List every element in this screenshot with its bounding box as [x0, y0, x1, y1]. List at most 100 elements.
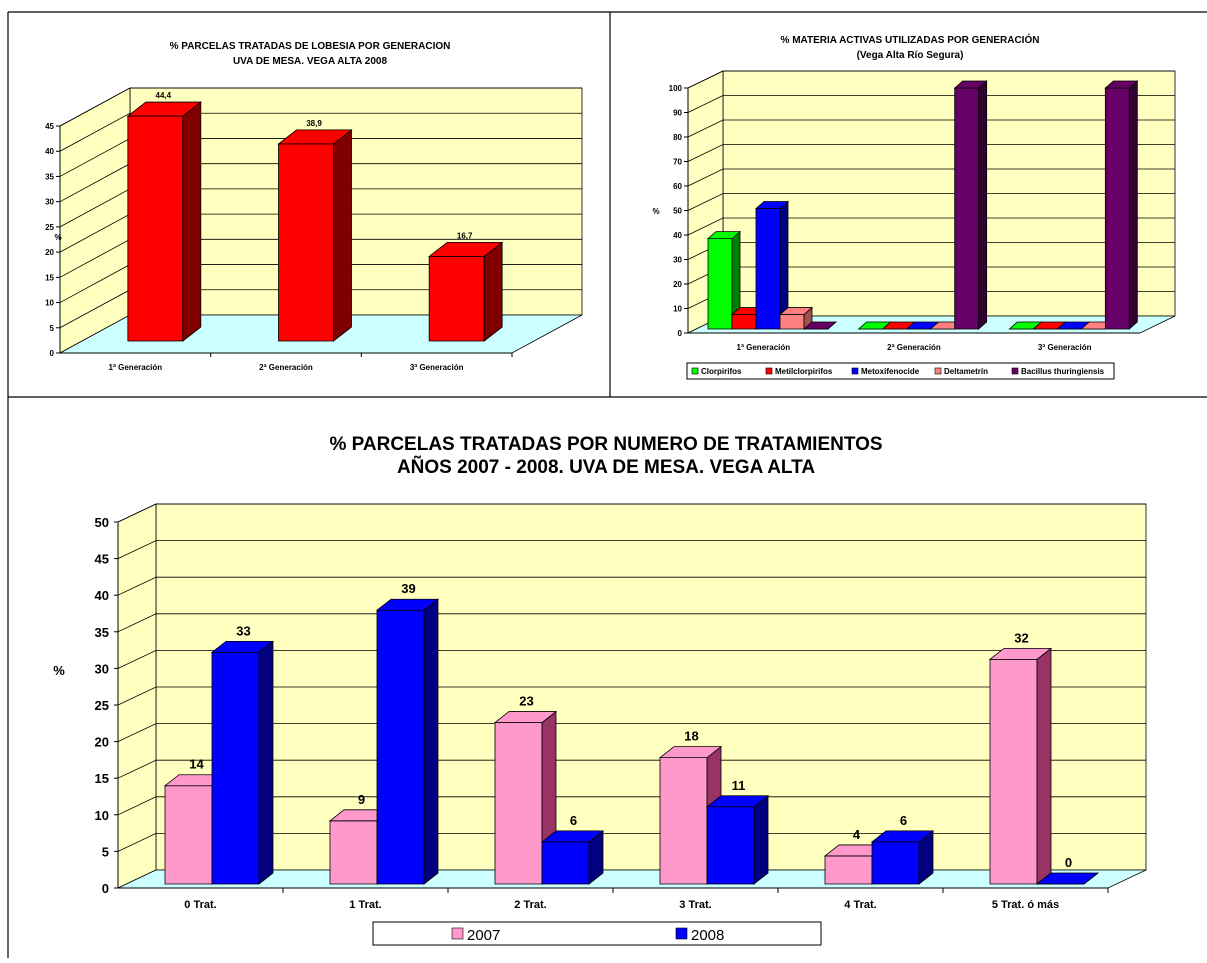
x-tick-label: 2 Trat.	[514, 899, 546, 911]
y-tick-label: 5	[50, 324, 55, 333]
y-tick-label: 15	[45, 273, 54, 282]
chart-subtitle: (Vega Alta Río Segura)	[857, 50, 964, 61]
bar-5-0-side	[1036, 647, 1052, 885]
y-tick-label: 50	[95, 515, 109, 530]
x-tick-label: 5 Trat. ó más	[992, 899, 1059, 911]
bar-2-1-front	[541, 841, 590, 885]
y-tick-label: 30	[95, 661, 109, 676]
bar-0-top	[126, 101, 202, 117]
data-label: 39	[401, 581, 415, 596]
bar-3-1	[705, 794, 770, 885]
data-label: 23	[519, 694, 533, 709]
y-tick-label: 45	[45, 122, 54, 131]
y-tick-label: 35	[45, 172, 54, 181]
x-tick-label: 4 Trat.	[844, 899, 876, 911]
y-tick-label: 20	[95, 735, 109, 750]
c2-gridline	[117, 723, 1146, 742]
legend-label: Metoxifenocide	[861, 367, 920, 376]
legend-swatch	[451, 927, 464, 940]
legend-swatch	[675, 927, 688, 940]
y-tick-label: 35	[95, 625, 109, 640]
legend-label: Deltametrín	[944, 367, 988, 376]
y-tick-label: 0	[102, 881, 109, 896]
bar-2-1-top	[540, 830, 605, 843]
y-tick-label: 40	[673, 231, 682, 240]
bar-0-1-front	[731, 314, 757, 330]
bar-5-0-top	[988, 647, 1053, 660]
legend-label: Metilclorpirifos	[775, 367, 833, 376]
bar-0-2	[754, 200, 790, 330]
bar-4-1-top	[870, 830, 935, 843]
bar-2-4-front	[1104, 87, 1130, 330]
bar-0-0-top	[706, 231, 742, 240]
y-tick-label: 30	[673, 256, 682, 265]
bar-0-side	[182, 101, 202, 342]
legend-label: 2008	[691, 927, 724, 944]
bar-1-1-front	[376, 609, 425, 885]
bar-5-0-front	[989, 658, 1038, 885]
y-axis-label: %	[53, 663, 65, 678]
y-tick-label: 25	[95, 698, 109, 713]
legend-swatch	[765, 367, 773, 375]
c0-gridline	[59, 112, 582, 152]
bar-0-front	[127, 115, 184, 342]
y-tick-label: 45	[95, 552, 109, 567]
bar-3-0-front	[659, 757, 708, 885]
bar-0-3-top	[778, 307, 814, 315]
c2-gridline	[117, 540, 1146, 559]
bar-2-side	[483, 241, 503, 342]
x-tick-label: 3 Trat.	[679, 899, 711, 911]
chart-title: % PARCELAS TRATADAS DE LOBESIA POR GENER…	[170, 41, 451, 52]
y-tick-label: 90	[673, 109, 682, 118]
y-tick-label: 5	[102, 844, 109, 859]
data-label: 9	[358, 792, 365, 807]
legend-swatch	[1011, 367, 1019, 375]
bar-0-1	[210, 640, 275, 885]
y-axis-label: %	[652, 207, 659, 216]
bar-1-4-front	[954, 87, 980, 330]
bar-4-1-front	[871, 841, 920, 885]
c0-side-wall	[59, 87, 131, 354]
x-tick-label: 1ª Generación	[109, 363, 163, 372]
legend-box	[686, 362, 1115, 380]
y-tick-label: 60	[673, 182, 682, 191]
bar-2	[428, 241, 504, 342]
bar-0-3-front	[779, 314, 805, 330]
bar-0-4	[802, 321, 838, 330]
bar-0-1-front	[211, 651, 260, 885]
c0-gridline	[59, 87, 582, 127]
x-tick-label: 1 Trat.	[349, 899, 381, 911]
x-tick-label: 3ª Generación	[1038, 343, 1092, 352]
c2-gridline	[117, 503, 1146, 523]
bar-4-1	[870, 830, 935, 885]
x-tick-label: 0 Trat.	[184, 899, 216, 911]
bar-1-1-side	[423, 598, 439, 885]
data-label: 33	[236, 623, 250, 638]
bar-2-4	[1104, 80, 1139, 330]
c1-gridline	[687, 119, 1175, 138]
bar-3-1-side	[753, 794, 769, 885]
c1-gridline	[687, 95, 1175, 113]
chart-lobesia-generations: % PARCELAS TRATADAS DE LOBESIA POR GENER…	[45, 41, 583, 372]
bar-2-4-top	[1104, 80, 1139, 89]
y-tick-label: 10	[45, 299, 54, 308]
c2-gridline	[117, 686, 1146, 706]
data-label: 16,7	[457, 231, 473, 240]
legend-label: 2007	[467, 927, 500, 944]
data-label: 18	[684, 729, 698, 744]
bar-0-1-side	[258, 640, 274, 885]
bar-3-0-top	[658, 746, 723, 759]
bar-1-front	[278, 143, 334, 342]
chart-active-ingredients: % MATERIA ACTIVAS UTILIZADAS POR GENERAC…	[652, 33, 1176, 380]
y-tick-label: 30	[45, 198, 54, 207]
bar-2-top	[428, 241, 504, 257]
bar-1-1	[375, 598, 440, 885]
legend-swatch	[851, 367, 859, 375]
y-tick-label: 0	[50, 349, 55, 358]
bar-1	[277, 129, 353, 342]
bar-1-4	[953, 80, 988, 330]
data-label: 6	[570, 813, 577, 828]
y-tick-label: 80	[673, 133, 682, 142]
y-tick-label: 20	[45, 248, 54, 257]
panel-frames	[7, 11, 1207, 958]
